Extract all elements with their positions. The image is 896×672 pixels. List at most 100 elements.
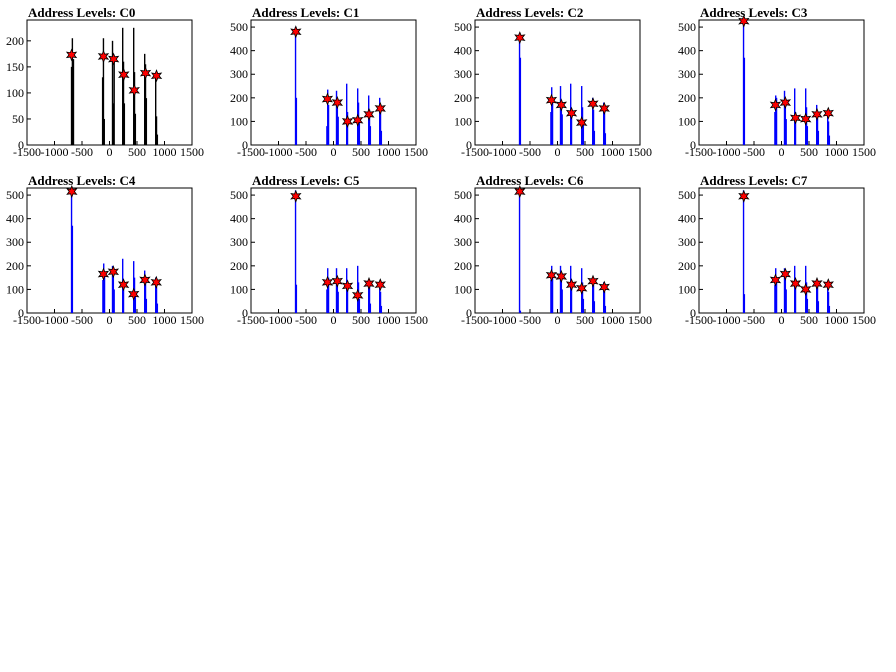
y-tick-label: 200 [678,91,696,105]
chart-svg: Address Levels: C0-1500 -1000 -500 0 500 1000… [6,5,204,159]
peak-marker [811,276,823,291]
x-tick-label: -1000 [265,145,293,159]
x-tick-label: 0 [555,145,561,159]
y-tick-label: 0 [466,138,472,152]
x-tick-label: 1000 [601,145,625,159]
peak-marker [822,278,834,292]
plot-frame [698,187,865,314]
x-tick-label: -500 [71,313,93,327]
x-tick-label: -1000 [489,145,517,159]
y-tick-label: 300 [454,67,472,81]
peak-marker [139,66,152,80]
x-tick-label: -1500 [237,145,265,159]
y-tick-label: 400 [678,212,696,226]
y-tick-label: 0 [690,306,696,320]
x-tick-label: 1500 [404,313,428,327]
x-tick-label: -1500 [461,145,489,159]
peak-marker [321,275,334,289]
peak-marker [290,189,302,203]
peak-marker [738,14,750,28]
x-tick-label: 500 [352,313,370,327]
chart-title: Address Levels: C7 [700,173,808,188]
x-tick-label: 1000 [153,313,177,327]
y-tick-label: 100 [6,282,24,296]
x-tick-label: 1000 [153,145,177,159]
y-tick-label: 500 [230,188,248,202]
chart-title: Address Levels: C3 [700,5,808,20]
y-tick-label: 500 [454,188,472,202]
x-tick-label: 0 [107,313,113,327]
y-tick-label: 300 [6,235,24,249]
x-tick-label: 1500 [404,145,428,159]
y-tick-label: 500 [678,188,696,202]
y-tick-label: 400 [230,212,248,226]
peak-marker [331,95,344,110]
x-tick-label: -500 [295,145,317,159]
chart-svg: Address Levels: C3-1500 -1000 -500 0 500 1000… [678,5,876,159]
peak-marker [822,106,834,120]
peak-marker [341,279,354,293]
peak-marker [351,113,364,127]
y-tick-label: 0 [18,306,24,320]
y-tick-label: 500 [678,20,696,34]
chart-title: Address Levels: C2 [476,5,583,20]
peak-marker [598,280,610,294]
chart-svg: Address Levels: C2-1500 -1000 -500 0 500 1000… [454,5,652,159]
y-tick-label: 0 [466,306,472,320]
plot-frame [474,19,641,146]
x-tick-label: 0 [555,313,561,327]
chart-title: Address Levels: C6 [476,173,584,188]
x-tick-label: 1000 [825,145,849,159]
peak-marker [555,98,568,112]
y-tick-label: 200 [678,259,696,273]
chart-title: Address Levels: C4 [28,173,136,188]
x-tick-label: 1500 [852,145,876,159]
x-tick-label: 500 [576,313,594,327]
peak-marker [555,269,568,283]
peak-marker [545,268,558,282]
peak-marker [321,92,334,106]
y-tick-label: 50 [12,112,24,126]
y-tick-label: 200 [230,91,248,105]
peak-marker [514,184,526,199]
x-tick-label: 1500 [628,313,652,327]
y-tick-label: 400 [230,44,248,58]
peak-marker [587,97,599,111]
peak-marker [97,49,110,64]
y-tick-label: 300 [230,67,248,81]
peak-marker [363,276,375,291]
x-tick-label: -1500 [461,313,489,327]
y-tick-label: 200 [230,259,248,273]
peak-marker [290,25,302,39]
peak-marker [150,275,162,289]
plot-frame [26,19,193,146]
x-tick-label: -1500 [13,313,41,327]
x-tick-label: 1500 [180,313,204,327]
x-tick-label: -1000 [713,313,741,327]
chart-panel-c6: Address Levels: C6 -1500 -1000 -500 0 500 1000… [448,168,672,336]
y-tick-label: 0 [242,138,248,152]
y-tick-label: 500 [6,188,24,202]
y-tick-label: 100 [6,86,24,100]
x-tick-label: 1000 [377,313,401,327]
x-tick-label: -500 [519,145,541,159]
x-tick-label: 500 [128,313,146,327]
y-tick-label: 400 [454,212,472,226]
peak-marker [351,288,364,302]
x-tick-label: -500 [71,145,93,159]
chart-svg: Address Levels: C7-1500 -1000 -500 0 500 1000… [678,173,876,327]
y-tick-label: 300 [454,235,472,249]
plot-frame [698,19,865,146]
x-tick-label: -1000 [41,145,69,159]
y-tick-label: 100 [230,114,248,128]
y-tick-label: 400 [678,44,696,58]
peak-marker [150,69,163,83]
y-tick-label: 300 [678,67,696,81]
x-tick-label: 0 [331,313,337,327]
peak-marker [117,278,130,292]
y-tick-label: 200 [454,259,472,273]
peak-marker [575,116,588,130]
peak-marker [341,114,354,128]
y-tick-label: 0 [18,138,24,152]
peak-marker [127,287,140,301]
